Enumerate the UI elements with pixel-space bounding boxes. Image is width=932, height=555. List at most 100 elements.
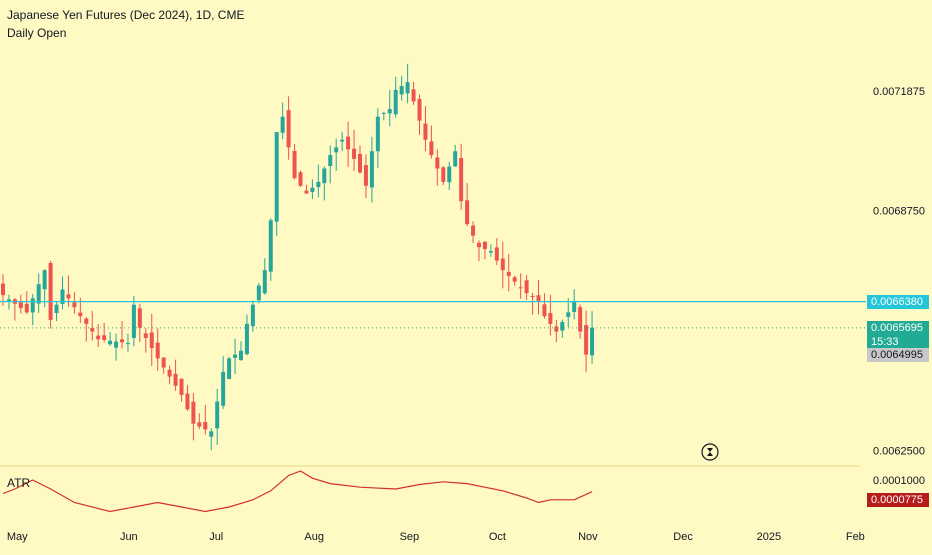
time-tick-label: Jun — [120, 531, 138, 543]
candle-body — [209, 431, 214, 437]
candle-body — [578, 307, 583, 332]
candle-body — [84, 318, 89, 324]
candle-body — [494, 247, 499, 261]
low-price-tag: 0.0064995 — [867, 347, 929, 362]
countdown-tag: 15:33 — [867, 334, 929, 349]
candle-body — [298, 172, 303, 186]
candle-body — [524, 280, 529, 294]
candle-body — [1, 283, 5, 296]
candle-body — [584, 325, 589, 355]
candle-body — [167, 369, 172, 377]
candle-body — [441, 167, 446, 182]
candle-body — [179, 378, 184, 395]
candle-body — [536, 295, 541, 301]
candle-body — [542, 304, 547, 317]
candle-body — [244, 323, 249, 355]
candle-body — [488, 251, 493, 253]
candle-body — [90, 327, 95, 332]
candle-body — [36, 284, 41, 304]
candle-body — [465, 200, 470, 225]
candle-body — [506, 271, 511, 276]
chart-title: Japanese Yen Futures (Dec 2024), 1D, CME — [7, 8, 245, 22]
candle-body — [512, 277, 517, 282]
candle-body — [114, 341, 119, 348]
candle-body — [566, 312, 571, 317]
time-tick-label: Feb — [846, 531, 865, 543]
atr-tick-label: 0.0001000 — [873, 475, 925, 487]
time-tick-label: May — [7, 531, 28, 543]
candle-body — [60, 289, 65, 304]
candle-body — [590, 327, 595, 356]
candle-body — [66, 294, 71, 299]
candle-body — [358, 153, 362, 173]
candle-body — [346, 136, 351, 150]
candle-body — [197, 422, 202, 427]
candle-body — [304, 190, 309, 194]
candle-body — [185, 393, 190, 410]
price-axis-labels: 0.0071875 0.0068750 0.0062500 — [873, 86, 925, 458]
candle-body — [447, 166, 452, 183]
candle-body — [316, 181, 321, 188]
candle-body — [149, 332, 154, 349]
candle-body — [72, 302, 77, 308]
candle-body — [340, 139, 345, 142]
time-tick-label: Sep — [400, 531, 420, 543]
atr-line — [2, 470, 593, 513]
candle-body — [417, 98, 422, 121]
candle-body — [24, 303, 29, 313]
candle-body — [322, 168, 327, 184]
candle-body — [387, 109, 392, 114]
candle-body — [96, 335, 101, 340]
last-price-tag: 0.0065695 — [867, 320, 929, 335]
candle-body — [572, 300, 577, 312]
time-tick-label: Nov — [578, 531, 598, 543]
candle-body — [108, 340, 113, 345]
replay-icon[interactable] — [701, 443, 719, 461]
candle-body — [262, 270, 267, 294]
candle-body — [405, 82, 410, 94]
candle-body — [203, 422, 208, 430]
candle-body — [530, 295, 535, 298]
candle-body — [30, 298, 35, 313]
candle-body — [369, 151, 374, 188]
candles-group — [1, 63, 595, 451]
candle-body — [250, 304, 255, 327]
indicator-label: Daily Open — [7, 26, 67, 40]
candle-body — [120, 339, 124, 343]
candle-body — [102, 335, 107, 341]
candle-body — [292, 150, 297, 179]
candle-body — [173, 373, 178, 386]
atr-value-tag: 0.0000775 — [867, 493, 929, 508]
atr-axis-labels: 0.0001000 — [873, 475, 925, 487]
atr-label: ATR — [7, 476, 31, 490]
candle-body — [191, 401, 196, 424]
candle-body — [429, 141, 434, 156]
candle-body — [482, 241, 487, 250]
candle-body — [518, 287, 523, 289]
candle-body — [280, 116, 285, 133]
candle-body — [239, 350, 243, 361]
candle-body — [256, 285, 261, 301]
candle-body — [471, 225, 476, 236]
candle-body — [137, 308, 142, 328]
candle-body — [334, 147, 339, 153]
candle-body — [268, 220, 273, 272]
candle-body — [554, 326, 559, 332]
candle-body — [399, 86, 404, 95]
time-tick-label: Dec — [673, 531, 693, 543]
candle-body — [500, 258, 505, 271]
candle-body — [78, 312, 83, 317]
price-tick-label: 0.0062500 — [873, 445, 925, 457]
candle-body — [411, 89, 416, 102]
price-tick-label: 0.0068750 — [873, 206, 925, 218]
candle-body — [459, 157, 464, 202]
candle-body — [42, 270, 47, 290]
candle-body — [215, 401, 220, 429]
candle-body — [155, 342, 160, 359]
candle-body — [548, 313, 553, 324]
candle-body — [161, 357, 166, 368]
candle-body — [453, 151, 458, 167]
candle-body — [381, 112, 386, 114]
